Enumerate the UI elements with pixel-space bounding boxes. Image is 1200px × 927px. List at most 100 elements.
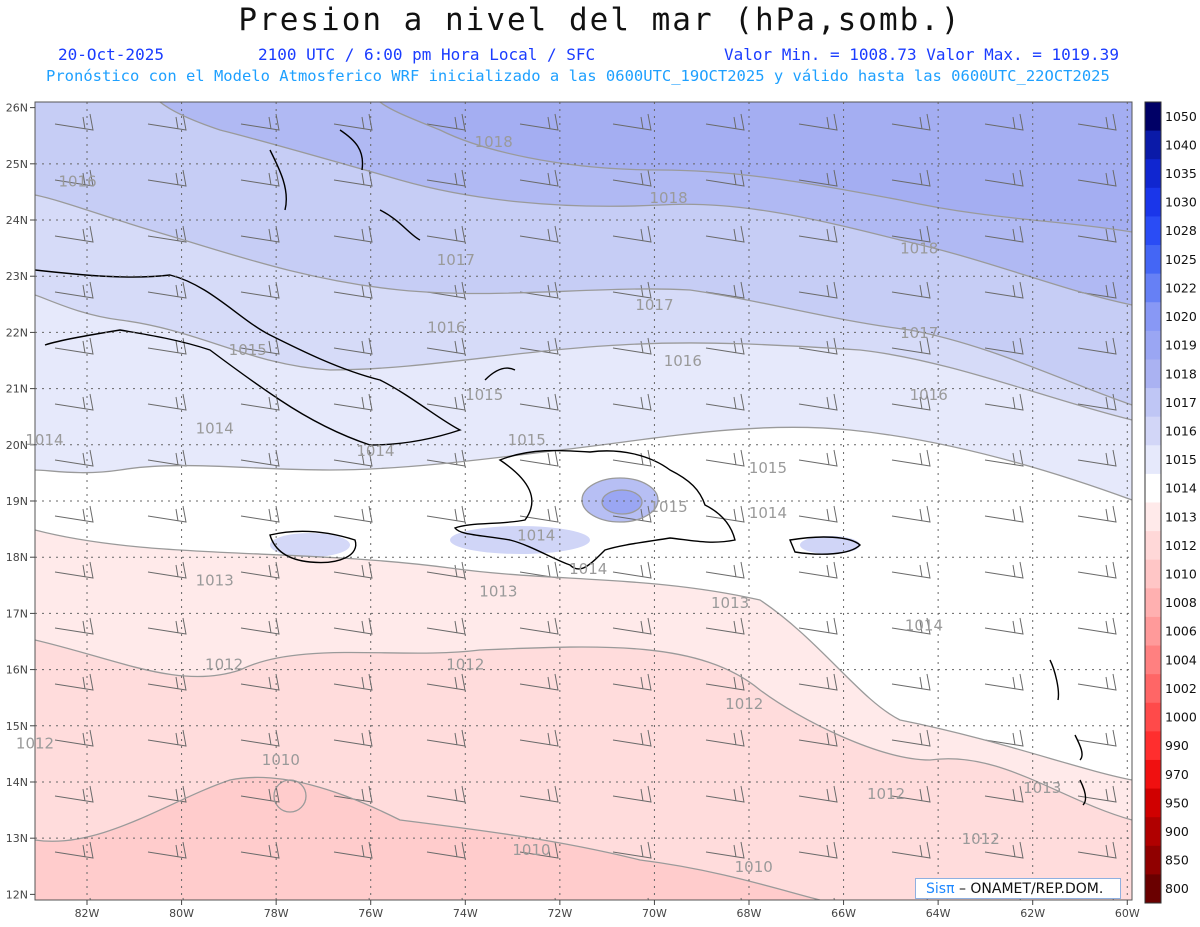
colorbar-label: 1016 bbox=[1165, 423, 1197, 438]
contour-label: 1016 bbox=[910, 386, 948, 404]
contour-label: 1016 bbox=[58, 172, 96, 190]
lat-label: 23N bbox=[6, 270, 28, 283]
forecast-date: 20-Oct-2025 bbox=[58, 45, 164, 64]
lon-label: 80W bbox=[169, 907, 194, 920]
colorbar-swatch bbox=[1145, 502, 1161, 532]
colorbar-label: 1002 bbox=[1165, 681, 1197, 696]
colorbar-label: 1019 bbox=[1165, 338, 1197, 353]
colorbar-label: 1010 bbox=[1165, 567, 1197, 582]
colorbar-swatch bbox=[1145, 645, 1161, 675]
contour-label: 1012 bbox=[16, 734, 54, 752]
colorbar-label: 1022 bbox=[1165, 280, 1197, 295]
contour-label: 1014 bbox=[517, 526, 555, 544]
contour-label: 1016 bbox=[427, 318, 465, 336]
colorbar-label: 1012 bbox=[1165, 538, 1197, 553]
contour-label: 1015 bbox=[229, 341, 267, 359]
colorbar-swatch bbox=[1145, 102, 1161, 132]
contour-label: 1012 bbox=[962, 830, 1000, 848]
contour-labels: 1018 1018 1018 1017 1017 1017 1016 1016 1016 1016… bbox=[16, 133, 1061, 876]
lat-label: 24N bbox=[6, 214, 28, 227]
colorbar-swatch bbox=[1145, 187, 1161, 217]
colorbar-swatch bbox=[1145, 159, 1161, 189]
colorbar-swatch bbox=[1145, 616, 1161, 647]
colorbar-swatch bbox=[1145, 559, 1161, 589]
lat-label: 22N bbox=[6, 326, 28, 339]
lat-label: 14N bbox=[6, 776, 28, 789]
colorbar-label: 1008 bbox=[1165, 595, 1197, 610]
contour-label: 1010 bbox=[512, 841, 550, 859]
isobars bbox=[35, 102, 1132, 900]
credit-box: Sisπ – ONAMET/REP.DOM. bbox=[915, 878, 1121, 899]
colorbar-label: 1050 bbox=[1165, 109, 1197, 124]
colorbar-label: 1017 bbox=[1165, 395, 1197, 410]
contour-label: 1013 bbox=[1023, 779, 1061, 797]
contour-label: 1013 bbox=[196, 571, 234, 589]
contour-label: 1012 bbox=[205, 656, 243, 674]
colorbar-swatch bbox=[1145, 845, 1161, 875]
colorbar-swatch bbox=[1145, 731, 1161, 761]
colorbar-label: 970 bbox=[1165, 767, 1189, 782]
lat-label: 13N bbox=[6, 832, 28, 845]
colorbar-swatch bbox=[1145, 130, 1161, 160]
lat-label: 18N bbox=[6, 551, 28, 564]
colorbar-swatch bbox=[1145, 416, 1161, 446]
min-max-values: Valor Min. = 1008.73 Valor Max. = 1019.3… bbox=[724, 45, 1119, 64]
colorbar-swatch bbox=[1145, 473, 1161, 503]
colorbar-swatch bbox=[1145, 245, 1161, 275]
credit-org: – ONAMET/REP.DOM. bbox=[954, 881, 1104, 897]
forecast-time: 2100 UTC / 6:00 pm Hora Local / SFC bbox=[258, 45, 596, 64]
lon-label: 74W bbox=[453, 907, 478, 920]
contour-label: 1010 bbox=[735, 858, 773, 876]
contour-label: 1014 bbox=[356, 442, 394, 460]
contour-label: 1017 bbox=[635, 296, 673, 314]
contour-label: 1015 bbox=[650, 498, 688, 516]
contour-label: 1014 bbox=[196, 420, 234, 438]
lon-label: 66W bbox=[831, 907, 856, 920]
colorbar-swatch bbox=[1145, 273, 1161, 303]
colorbar-label: 950 bbox=[1165, 795, 1189, 810]
graticule bbox=[35, 102, 1132, 900]
lat-label: 26N bbox=[6, 102, 28, 115]
lat-label: 20N bbox=[6, 439, 28, 452]
axis-labels: 26N25N24N23N22N21N20N19N18N17N16N15N14N1… bbox=[6, 102, 1140, 920]
contour-label: 1014 bbox=[25, 431, 63, 449]
colorbar-label: 800 bbox=[1165, 881, 1189, 896]
colorbar-swatch bbox=[1145, 588, 1161, 618]
lon-label: 78W bbox=[264, 907, 289, 920]
lon-label: 82W bbox=[75, 907, 100, 920]
colorbar-label: 1020 bbox=[1165, 309, 1197, 324]
contour-label: 1018 bbox=[650, 189, 688, 207]
colorbar-swatch bbox=[1145, 388, 1161, 418]
contour-label: 1010 bbox=[262, 751, 300, 769]
lon-label: 72W bbox=[547, 907, 572, 920]
coastlines bbox=[35, 129, 1087, 806]
colorbar-label: 1004 bbox=[1165, 652, 1197, 667]
contour-label: 1016 bbox=[664, 352, 702, 370]
colorbar-swatch bbox=[1145, 759, 1161, 790]
colorbar-swatch bbox=[1145, 874, 1161, 904]
colorbar-swatch bbox=[1145, 702, 1161, 732]
contour-label: 1017 bbox=[437, 251, 475, 269]
lon-label: 68W bbox=[737, 907, 762, 920]
contour-label: 1015 bbox=[465, 386, 503, 404]
colorbar-frame bbox=[1144, 101, 1162, 904]
colorbar-label: 1035 bbox=[1165, 166, 1197, 181]
colorbar-label: 1000 bbox=[1165, 710, 1197, 725]
contour-label: 1015 bbox=[749, 459, 787, 477]
contour-label: 1014 bbox=[569, 560, 607, 578]
lat-label: 19N bbox=[6, 495, 28, 508]
model-info: Pronóstico con el Modelo Atmosferico WRF… bbox=[46, 67, 1110, 85]
contour-label: 1013 bbox=[711, 594, 749, 612]
contour-label: 1014 bbox=[749, 504, 787, 522]
colorbar-label: 1018 bbox=[1165, 366, 1197, 381]
colorbar-swatch bbox=[1145, 302, 1161, 332]
colorbar-label: 1028 bbox=[1165, 223, 1197, 238]
colorbar-swatch bbox=[1145, 817, 1161, 847]
colorbar-swatch bbox=[1145, 788, 1161, 818]
lon-label: 64W bbox=[926, 907, 951, 920]
lat-label: 16N bbox=[6, 664, 28, 677]
lat-label: 25N bbox=[6, 158, 28, 171]
contour-label: 1018 bbox=[475, 133, 513, 151]
colorbar-swatch bbox=[1145, 445, 1161, 475]
